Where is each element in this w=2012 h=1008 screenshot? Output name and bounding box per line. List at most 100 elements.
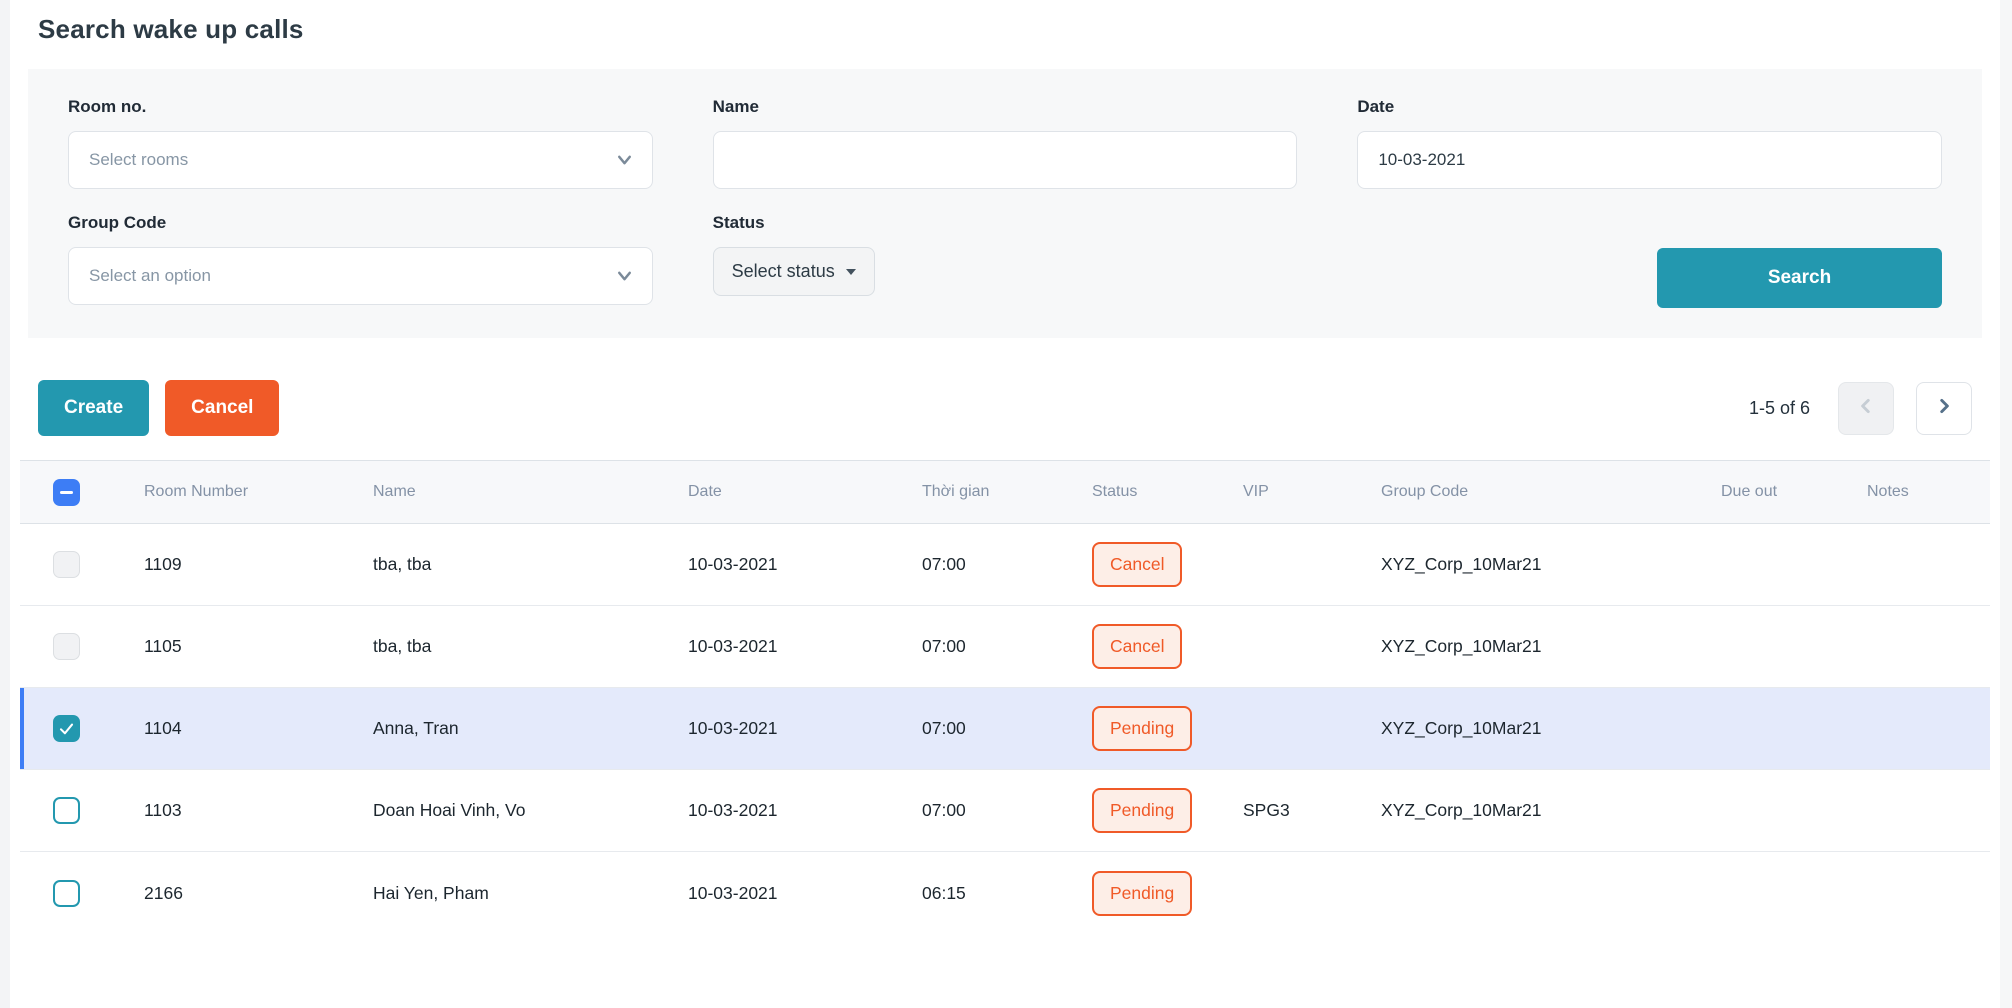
- cell-name: tba, tba: [373, 636, 432, 656]
- main-content: Search wake up calls Room no. Select roo…: [10, 0, 2000, 934]
- page-right-gutter: [2000, 0, 2012, 1008]
- search-button-cell: Search: [1357, 213, 1942, 308]
- column-header-date: Date: [688, 483, 722, 500]
- table-body: 1109 tba, tba 10-03-2021 07:00 Cancel XYZ_Cor…: [20, 524, 1990, 934]
- cell-room-number: 1104: [144, 718, 182, 738]
- cell-date: 10-03-2021: [688, 554, 778, 574]
- select-all-cell: [20, 478, 144, 506]
- name-label: Name: [712, 97, 759, 116]
- cell-group-code: XYZ_Corp_10Mar21: [1381, 718, 1542, 738]
- chevron-right-icon: [1935, 397, 1953, 420]
- cell-status: Pending: [1092, 870, 1243, 916]
- status-badge[interactable]: Cancel: [1092, 624, 1183, 669]
- group-code-select-placeholder: Select an option: [89, 266, 211, 285]
- cell-date: 10-03-2021: [688, 882, 778, 903]
- caret-down-icon: [845, 268, 856, 275]
- pagination: 1-5 of 6: [1748, 381, 1972, 435]
- cancel-button[interactable]: Cancel: [165, 380, 280, 436]
- create-button[interactable]: Create: [38, 380, 150, 436]
- name-filter-field: Name: [712, 97, 1298, 189]
- column-header-room-number: Room Number: [144, 483, 249, 500]
- pagination-range-label: 1-5 of 6: [1748, 397, 1810, 418]
- minus-icon: [60, 490, 73, 494]
- cell-room-number: 2166: [144, 882, 183, 903]
- cell-status: Pending: [1092, 788, 1243, 833]
- row-checkbox[interactable]: [53, 797, 80, 824]
- cell-vip: SPG3: [1243, 800, 1290, 820]
- cell-group-code: XYZ_Corp_10Mar21: [1381, 800, 1542, 820]
- table-row[interactable]: 1105 tba, tba 10-03-2021 07:00 Cancel XYZ_Cor…: [20, 606, 1990, 688]
- room-label: Room no.: [68, 97, 147, 116]
- status-badge[interactable]: Cancel: [1092, 542, 1183, 587]
- actions-row: Create Cancel 1-5 of 6: [38, 380, 1972, 436]
- cell-room-number: 1109: [144, 554, 182, 574]
- table-row[interactable]: 2166 Hai Yen, Pham 10-03-2021 06:15 Pending: [20, 852, 1990, 934]
- chevron-left-icon: [1857, 397, 1875, 420]
- group-code-select[interactable]: Select an option: [68, 247, 653, 305]
- cell-status: Cancel: [1092, 542, 1243, 587]
- cell-status: Pending: [1092, 706, 1243, 751]
- column-header-due-out: Due out: [1721, 483, 1778, 500]
- chevron-down-icon: [615, 151, 634, 170]
- wake-up-calls-table: Room Number Name Date Thời gian Status VIP Gro…: [20, 460, 1990, 934]
- row-checkbox[interactable]: [53, 879, 80, 907]
- cell-date: 10-03-2021: [688, 800, 778, 820]
- status-filter-field: Status Select status: [712, 213, 1298, 308]
- row-checkbox-cell: [20, 633, 144, 660]
- room-select[interactable]: Select rooms: [68, 131, 653, 189]
- status-badge[interactable]: Pending: [1092, 870, 1193, 916]
- row-checkbox: [53, 633, 80, 660]
- cell-name: tba, tba: [373, 554, 432, 574]
- group-code-filter-field: Group Code Select an option: [68, 213, 653, 308]
- page-title: Search wake up calls: [38, 14, 304, 44]
- select-all-checkbox[interactable]: [53, 478, 80, 506]
- status-label: Status: [712, 213, 765, 232]
- row-checkbox: [53, 551, 80, 578]
- cell-date: 10-03-2021: [688, 636, 778, 656]
- cell-room-number: 1103: [144, 800, 182, 820]
- column-header-vip: VIP: [1243, 483, 1269, 500]
- page-left-gutter: [0, 0, 10, 1008]
- status-badge[interactable]: Pending: [1092, 706, 1193, 751]
- column-header-status: Status: [1092, 483, 1138, 500]
- row-checkbox-cell: [20, 879, 144, 907]
- date-input[interactable]: [1357, 131, 1942, 189]
- status-select-label: Select status: [731, 261, 835, 281]
- cell-name: Hai Yen, Pham: [373, 882, 489, 903]
- cell-room-number: 1105: [144, 636, 182, 656]
- previous-page-button[interactable]: [1838, 381, 1894, 435]
- chevron-down-icon: [615, 267, 634, 286]
- row-checkbox-cell: [20, 715, 144, 742]
- room-select-placeholder: Select rooms: [89, 150, 189, 169]
- column-header-group-code: Group Code: [1381, 483, 1469, 500]
- table-row[interactable]: 1104 Anna, Tran 10-03-2021 07:00 Pending XYZ_…: [20, 688, 1990, 770]
- table-row[interactable]: 1103 Doan Hoai Vinh, Vo 10-03-2021 07:00 Pen…: [20, 770, 1990, 852]
- search-filter-panel: Room no. Select rooms Name Date Group Co…: [28, 69, 1982, 338]
- row-checkbox-cell: [20, 551, 144, 578]
- check-icon: [57, 719, 76, 738]
- status-select-button[interactable]: Select status: [712, 247, 875, 296]
- search-button[interactable]: Search: [1657, 248, 1942, 308]
- cell-group-code: XYZ_Corp_10Mar21: [1381, 554, 1542, 574]
- row-checkbox-checked[interactable]: [53, 715, 80, 742]
- column-header-notes: Notes: [1867, 483, 1909, 500]
- cell-time: 07:00: [922, 800, 966, 820]
- cell-time: 07:00: [922, 554, 966, 574]
- cell-time: 06:15: [922, 882, 966, 903]
- column-header-thời-gian: Thời gian: [922, 483, 990, 500]
- date-label: Date: [1357, 97, 1395, 116]
- table-row[interactable]: 1109 tba, tba 10-03-2021 07:00 Cancel XYZ_Cor…: [20, 524, 1990, 606]
- next-page-button[interactable]: [1916, 381, 1972, 435]
- status-badge[interactable]: Pending: [1092, 788, 1193, 833]
- cell-group-code: XYZ_Corp_10Mar21: [1381, 636, 1542, 656]
- column-header-name: Name: [373, 483, 416, 500]
- cell-name: Doan Hoai Vinh, Vo: [373, 800, 526, 820]
- date-filter-field: Date: [1357, 97, 1942, 189]
- cell-date: 10-03-2021: [688, 718, 778, 738]
- name-input[interactable]: [712, 131, 1298, 189]
- row-checkbox-cell: [20, 797, 144, 824]
- cell-time: 07:00: [922, 718, 966, 738]
- group-code-label: Group Code: [68, 213, 167, 232]
- table-header-row: Room Number Name Date Thời gian Status VIP Gro…: [20, 460, 1990, 524]
- cell-status: Cancel: [1092, 624, 1243, 669]
